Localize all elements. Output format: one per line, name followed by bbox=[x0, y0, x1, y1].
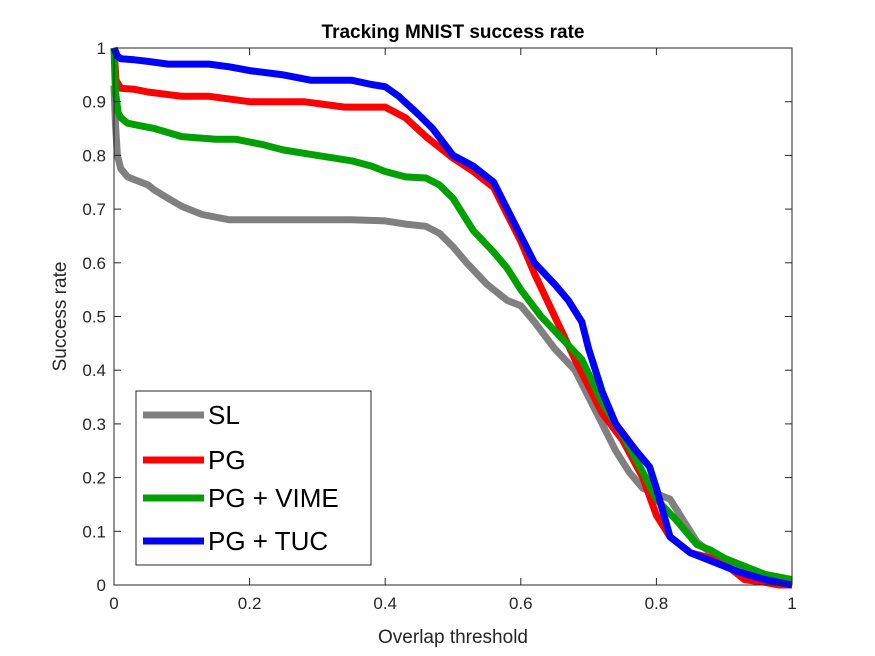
x-tick-label: 0.6 bbox=[509, 594, 533, 613]
series-layer bbox=[110, 46, 793, 589]
x-tick-label: 0.2 bbox=[238, 594, 262, 613]
y-tick-label: 0.5 bbox=[82, 308, 106, 327]
x-tick-label: 0 bbox=[109, 594, 118, 613]
x-tick-label: 0.8 bbox=[645, 594, 669, 613]
y-axis-label: Success rate bbox=[50, 262, 71, 372]
legend-box bbox=[135, 390, 372, 566]
x-tick-label: 0.4 bbox=[373, 594, 397, 613]
chart-title: Tracking MNIST success rate bbox=[322, 22, 585, 43]
y-tick-label: 0.2 bbox=[82, 469, 106, 488]
series-line-3 bbox=[110, 46, 793, 589]
legend-label-1: PG bbox=[208, 445, 246, 475]
legend-label-3: PG + TUC bbox=[208, 526, 328, 556]
series-line-2 bbox=[110, 47, 793, 584]
legend: SL PG PG + VIME PG + TUC bbox=[135, 390, 372, 566]
y-tick-label: 0.3 bbox=[82, 415, 106, 434]
y-tick-label: 0.1 bbox=[82, 522, 106, 541]
x-axis-label: Overlap threshold bbox=[378, 627, 528, 648]
y-tick-label: 0.6 bbox=[82, 254, 106, 273]
legend-label-0: SL bbox=[208, 400, 240, 430]
x-tick-label: 1 bbox=[787, 594, 796, 613]
y-tick-label: 0.8 bbox=[82, 146, 106, 165]
legend-label-2: PG + VIME bbox=[208, 483, 339, 513]
series-line-0 bbox=[110, 85, 793, 586]
y-tick-label: 1 bbox=[97, 39, 106, 58]
y-tick-label: 0 bbox=[97, 576, 106, 595]
ticks-layer: 0 0.2 0.4 0.6 0.8 1 0 0.1 0.2 0.3 0.4 0.5 0.6 0.7 0.8 0… bbox=[82, 39, 796, 613]
y-tick-label: 0.4 bbox=[82, 361, 106, 380]
y-tick-label: 0.7 bbox=[82, 200, 106, 219]
y-tick-label: 0.9 bbox=[82, 93, 106, 112]
